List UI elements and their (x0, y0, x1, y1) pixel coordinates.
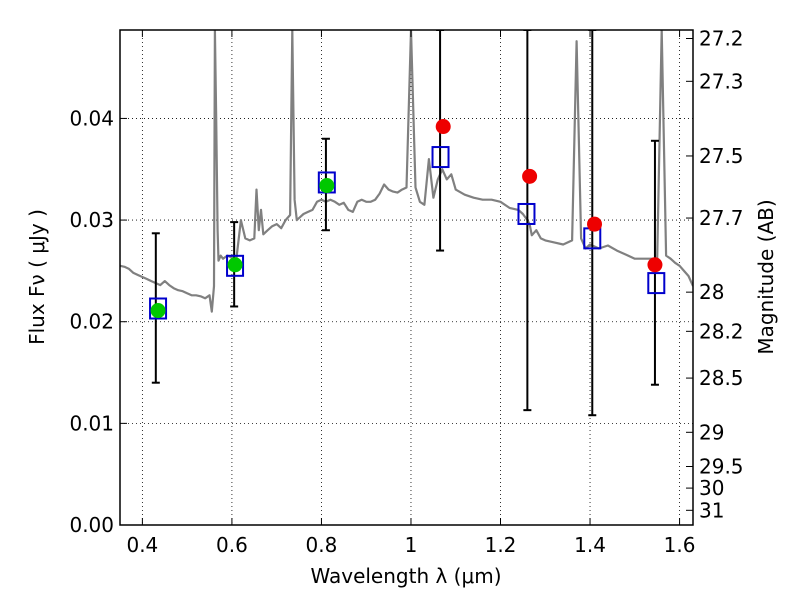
right-tick-label: 28.2 (699, 319, 744, 343)
observed-flux-point (522, 168, 538, 184)
x-axis-label: Wavelength λ (μm) (310, 564, 501, 588)
right-tick-label: 29 (699, 420, 724, 444)
y-axis-label: Flux Fν ( μJy ) (25, 209, 49, 345)
x-tick-label: 1.6 (664, 533, 696, 557)
observed-flux-point (435, 119, 451, 135)
right-tick-label: 27.3 (699, 69, 744, 93)
grid-lines (120, 30, 693, 526)
y-tick-label: 0.04 (69, 106, 114, 130)
observed-flux-point (587, 216, 603, 232)
x-tick-label: 0.4 (126, 533, 158, 557)
model-band-flux-square (149, 297, 168, 320)
y-tick-label: 0.01 (69, 411, 114, 435)
y-tick-label: 0.00 (69, 513, 114, 537)
right-tick-label: 28 (699, 280, 724, 304)
plot-area (120, 30, 693, 417)
axis-ticks: 0.4 0.6 0.8 1 1.2 1.4 1.6 0.00 0.01 0.02 0.03 0.04 2… (69, 27, 743, 557)
observed-flux-point (647, 257, 663, 273)
model-band-flux-square (226, 254, 245, 277)
x-tick-label: 0.6 (216, 533, 248, 557)
right-tick-label: 28.5 (699, 366, 744, 390)
observed-flux-point (227, 257, 243, 273)
model-band-flux-square (517, 202, 536, 225)
model-band-flux-square (647, 272, 666, 295)
y-tick-label: 0.03 (69, 208, 114, 232)
observed-flux-point (319, 178, 335, 194)
right-tick-label: 27.7 (699, 206, 744, 230)
model-band-flux-square (431, 146, 450, 169)
x-tick-label: 1.2 (485, 533, 517, 557)
right-axis-label: Magnitude (AB) (754, 199, 778, 354)
model-spectrum-line (120, 30, 693, 313)
right-tick-label: 27.5 (699, 144, 744, 168)
x-tick-label: 0.8 (306, 533, 338, 557)
plot-frame (119, 29, 694, 526)
observed-flux-point (150, 303, 166, 319)
right-tick-label: 29.5 (699, 455, 744, 479)
right-tick-label: 27.2 (699, 27, 744, 51)
right-tick-label: 30 (699, 476, 724, 500)
x-tick-label: 1.4 (574, 533, 606, 557)
x-tick-label: 1 (405, 533, 418, 557)
y-tick-label: 0.02 (69, 310, 114, 334)
right-tick-label: 31 (699, 498, 724, 522)
